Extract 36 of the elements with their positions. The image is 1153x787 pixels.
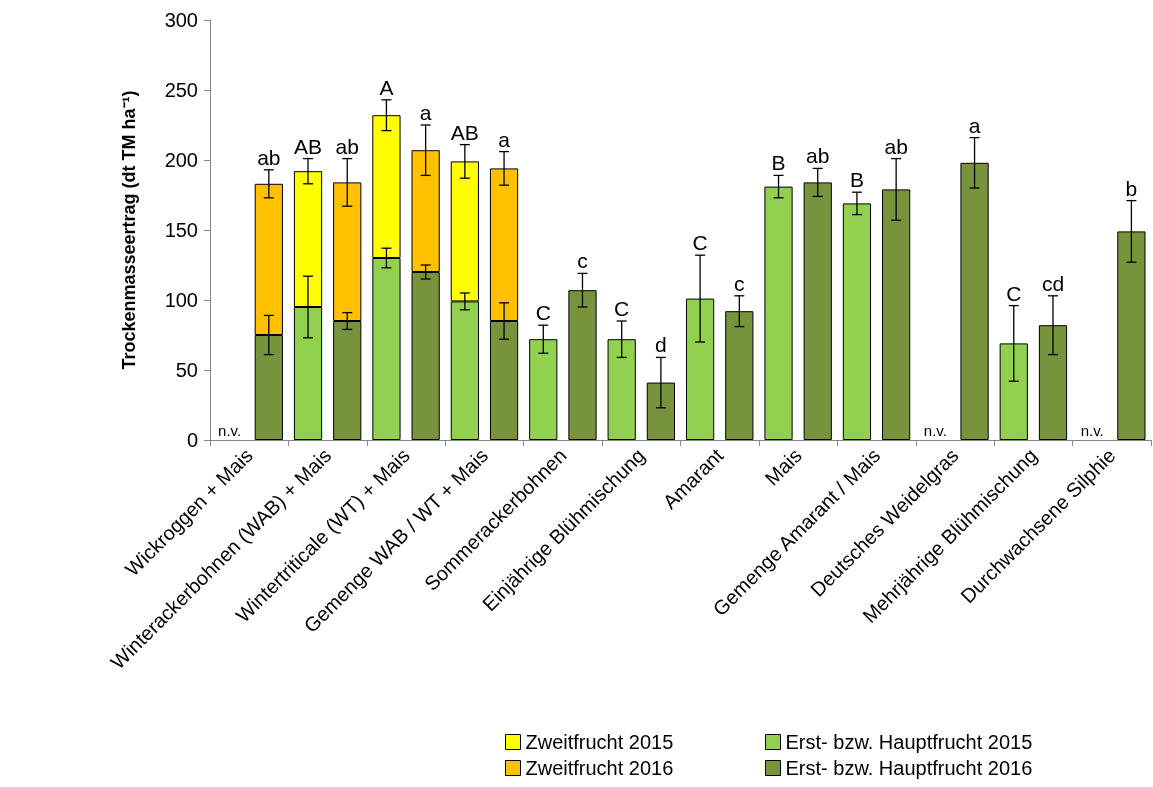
annotation: n.v. [218,422,242,439]
legend-label: Erst- bzw. Hauptfrucht 2015 [785,731,1033,753]
annotation: ab [806,144,830,168]
y-tick-label: 150 [164,219,198,241]
annotation: AB [450,120,479,144]
y-tick-label: 250 [164,79,198,101]
annotation: C [1006,281,1022,305]
y-axis-title: Trockenmasseertrag (dt TM ha⁻¹) [119,90,139,370]
annotation: a [498,127,511,151]
legend-label: Zweitfrucht 2016 [525,757,674,779]
annotation: C [535,301,551,325]
annotation: B [849,168,864,192]
y-tick-label: 100 [164,289,198,311]
annotation: cd [1041,271,1065,295]
annotation: AB [294,134,323,158]
y-tick-label: 300 [164,9,198,31]
annotation: n.v. [1080,422,1104,439]
legend-label: Zweitfrucht 2015 [525,731,674,753]
annotation: ab [335,134,359,158]
annotation: C [692,231,708,255]
y-tick-label: 0 [186,429,198,451]
annotation: b [1125,176,1138,200]
annotation: C [614,297,630,320]
annotation: ab [257,145,281,169]
annotation: B [771,151,786,175]
annotation: a [968,113,981,137]
annotation: a [419,101,432,124]
y-tick-label: 200 [164,149,198,171]
annotation: n.v. [923,422,947,439]
y-tick-label: 50 [175,359,198,381]
legend-label: Erst- bzw. Hauptfrucht 2016 [785,757,1033,779]
annotation: d [655,333,667,357]
annotation: ab [884,134,908,158]
annotation: c [577,249,588,273]
annotation: c [734,271,745,295]
annotation: A [379,75,394,99]
